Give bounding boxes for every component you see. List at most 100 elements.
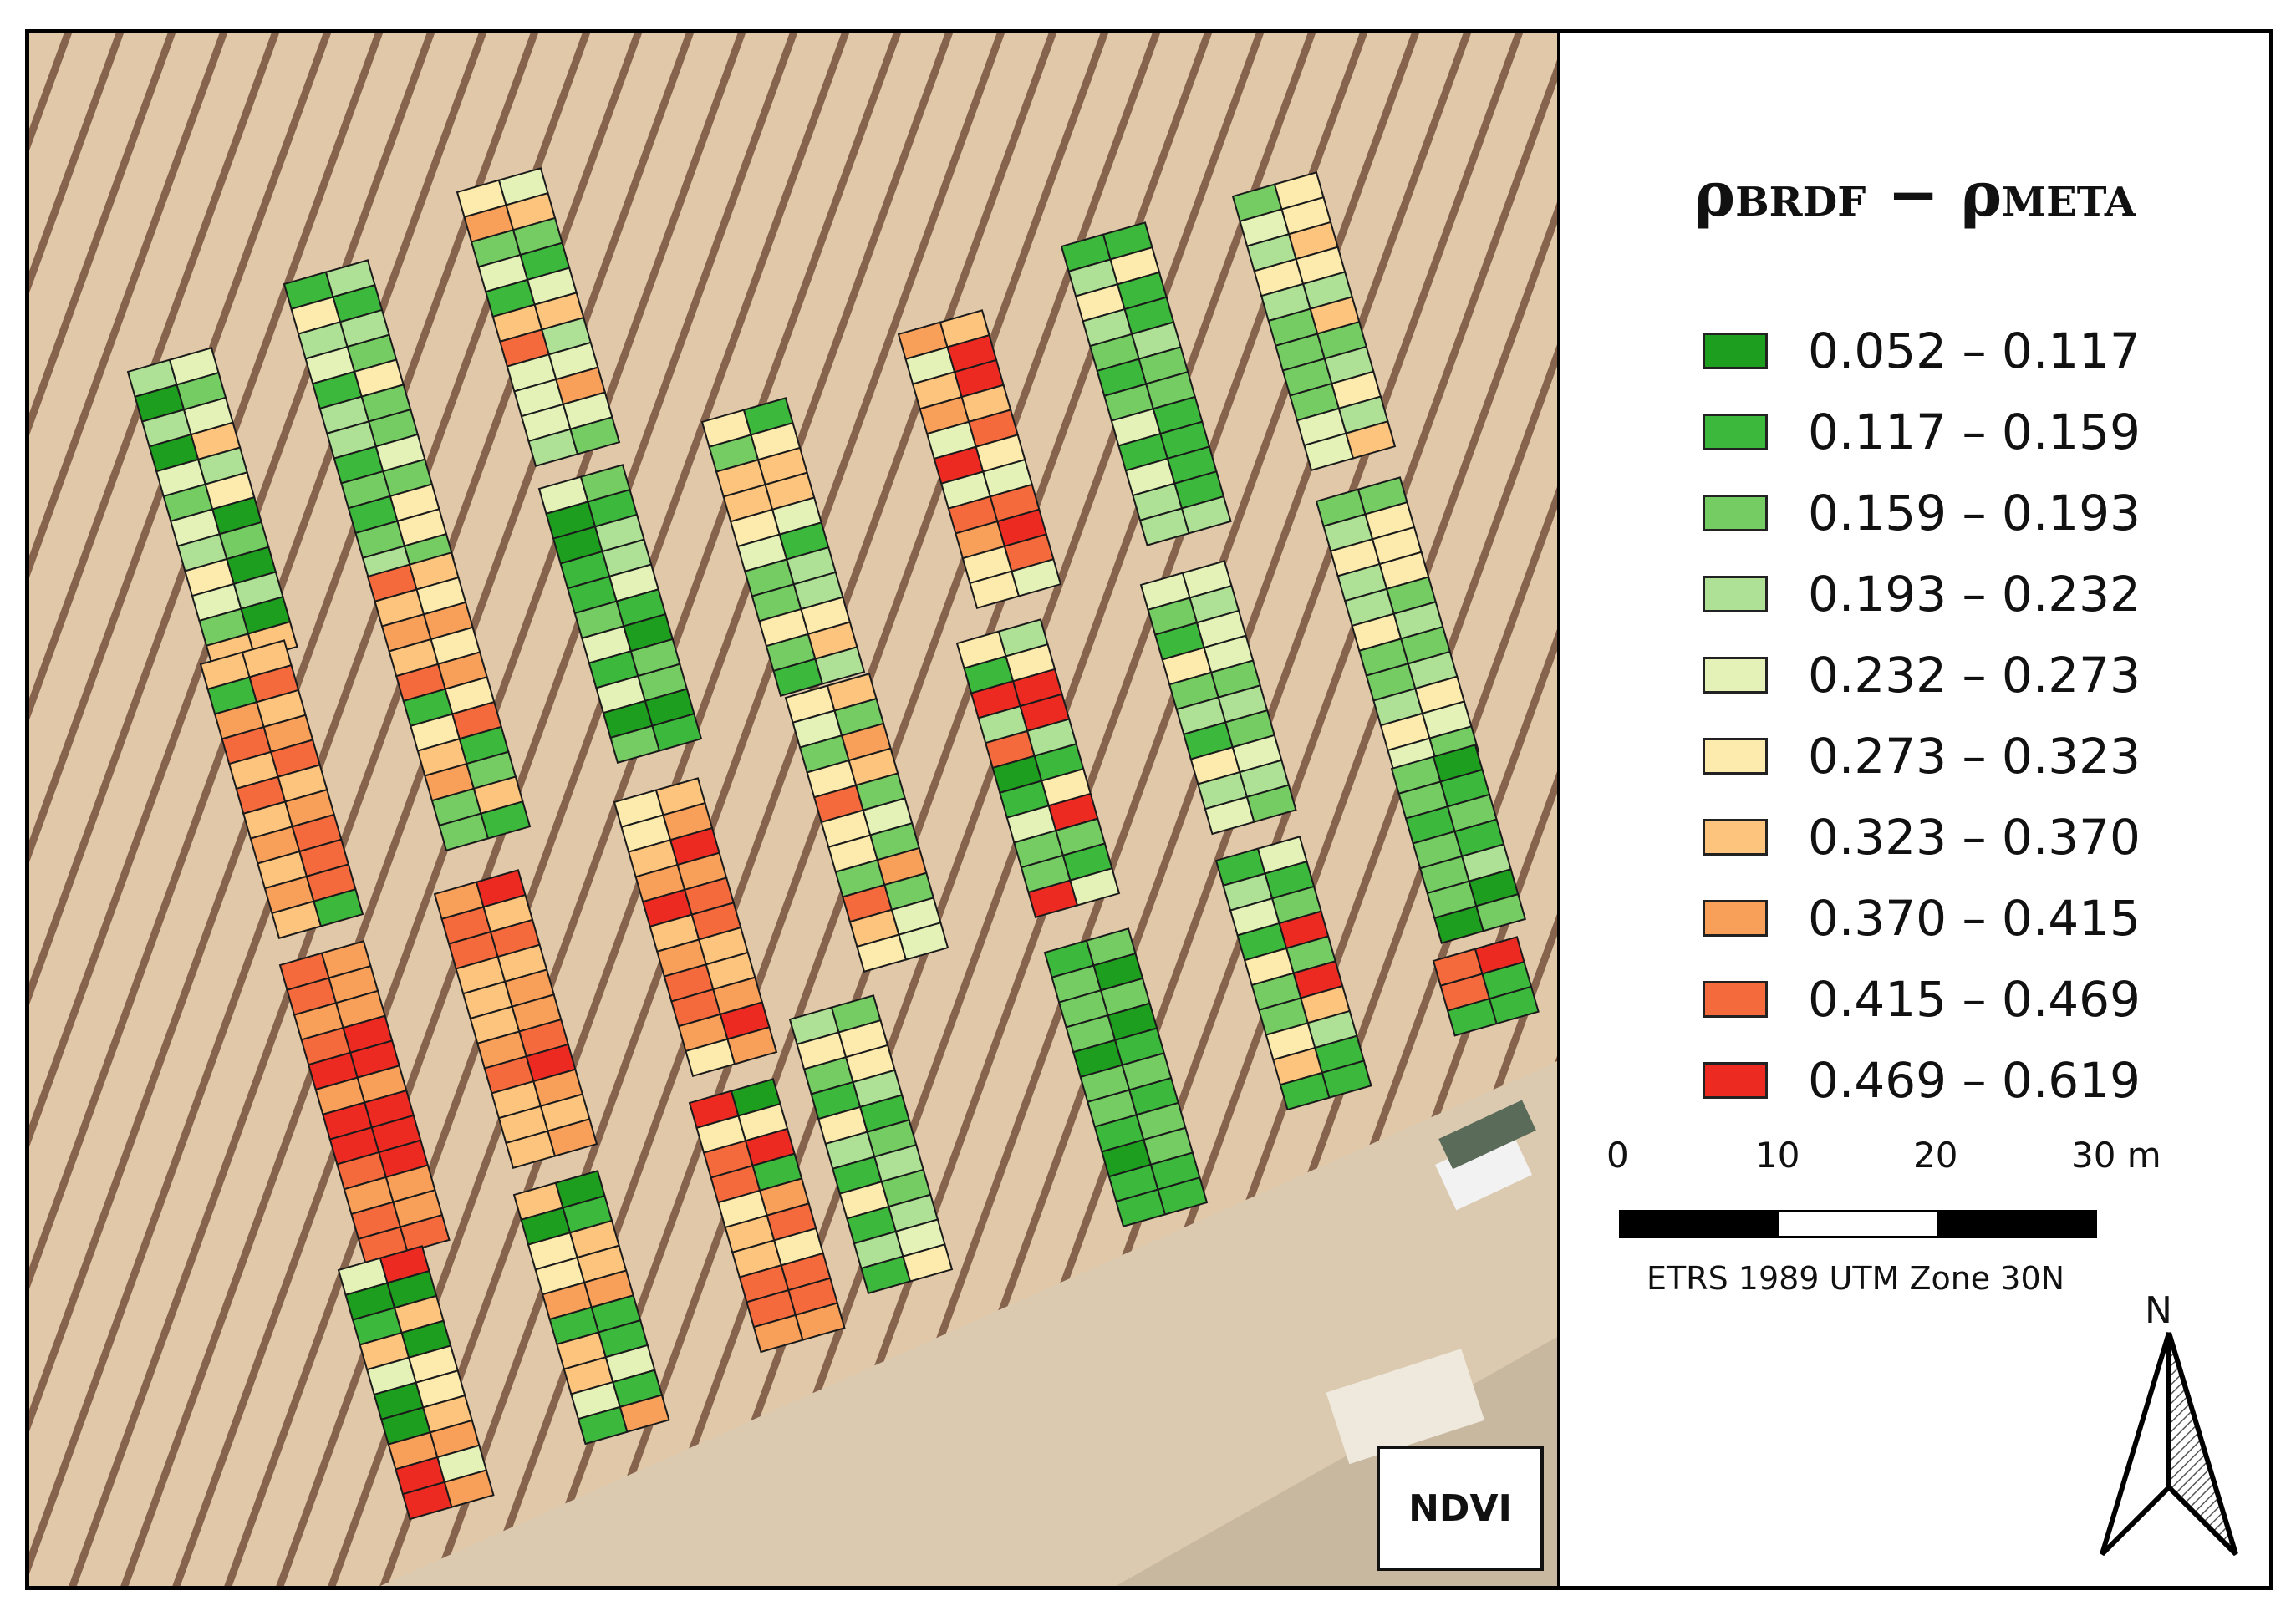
- scale-segment-1: [1621, 1212, 1779, 1236]
- plot-block: [1139, 560, 1297, 836]
- plot-block: [278, 940, 451, 1265]
- north-letter: N: [2145, 1289, 2172, 1332]
- plot-block: [1390, 744, 1527, 944]
- legend-label: 0.193 – 0.232: [1808, 566, 2141, 622]
- plot-grids: [126, 167, 1540, 1521]
- plot-block: [537, 464, 703, 765]
- plot-block: [1315, 476, 1480, 777]
- legend-panel: ρBRDF − ρMETA 0.052 – 0.117 0.117 – 0.159…: [1560, 33, 2269, 1586]
- building: [1326, 1349, 1485, 1465]
- plot-cell: [1011, 558, 1062, 597]
- legend-label: 0.159 – 0.193: [1808, 485, 2141, 541]
- legend-item: 0.159 – 0.193: [1703, 480, 2141, 546]
- plot-cell: [443, 1469, 495, 1508]
- plot-cell: [547, 1118, 598, 1157]
- legend-swatch: [1703, 576, 1768, 612]
- legend-item: 0.232 – 0.273: [1703, 642, 2141, 709]
- vehicle: [1435, 1129, 1532, 1211]
- legend-item: 0.323 – 0.370: [1703, 804, 2141, 871]
- scale-tick-0: 0: [1606, 1135, 1629, 1176]
- map-panel[interactable]: NDVI: [29, 33, 1560, 1586]
- plot-cell: [1180, 495, 1232, 535]
- plot-block: [700, 397, 866, 698]
- map-frame: NDVI ρBRDF − ρMETA 0.052 – 0.117 0.117 – …: [25, 29, 2273, 1590]
- legend-title-brdf: BRDF: [1735, 179, 1866, 226]
- plot-cell: [569, 416, 621, 455]
- legend-title-minus: −: [1866, 159, 1961, 231]
- legend-label: 0.469 – 0.619: [1808, 1052, 2141, 1109]
- legend-swatch: [1703, 333, 1768, 369]
- vine-row: [29, 33, 280, 720]
- legend-label: 0.415 – 0.469: [1808, 971, 2141, 1028]
- plot-block: [897, 309, 1062, 610]
- plot-block: [199, 639, 364, 940]
- vine-row: [120, 33, 695, 1586]
- plot-cell: [651, 713, 703, 752]
- legend-swatch: [1703, 657, 1768, 694]
- plot-block: [1432, 936, 1540, 1037]
- plot-cell: [1245, 784, 1297, 823]
- plot-cell: [1157, 1176, 1209, 1216]
- plot-cell: [1069, 867, 1121, 907]
- legend-label: 0.117 – 0.159: [1808, 404, 2141, 460]
- legend-item: 0.370 – 0.415: [1703, 885, 2141, 952]
- plot-block: [1231, 171, 1397, 472]
- legend-item: 0.469 – 0.619: [1703, 1047, 2141, 1114]
- plot-block: [337, 1245, 495, 1521]
- legend-item: 0.117 – 0.159: [1703, 399, 2141, 465]
- plot-cell: [1475, 892, 1527, 932]
- plot-cell: [1345, 420, 1397, 460]
- plot-block: [1043, 927, 1209, 1228]
- plot-cell: [726, 1026, 778, 1065]
- vine-row: [29, 33, 125, 293]
- scale-tick-10: 10: [1755, 1135, 1800, 1176]
- plot-block: [512, 1170, 670, 1446]
- legend-label: 0.273 – 0.323: [1808, 728, 2141, 785]
- panel-label-ndvi: NDVI: [1377, 1446, 1544, 1571]
- legend-title-meta: META: [2002, 179, 2136, 226]
- plot-block: [1214, 836, 1372, 1111]
- legend-swatch: [1703, 819, 1768, 856]
- plot-cell: [1488, 985, 1540, 1025]
- legend-swatch: [1703, 1062, 1768, 1099]
- plot-cell: [619, 1394, 670, 1433]
- plot-block: [688, 1078, 846, 1354]
- plot-cell: [898, 922, 949, 961]
- plot-cell: [814, 646, 866, 685]
- vine-row: [29, 33, 332, 862]
- plot-cell: [313, 888, 364, 927]
- legend-swatch: [1703, 981, 1768, 1018]
- legend-item: 0.052 – 0.117: [1703, 318, 2141, 384]
- legend-label: 0.323 – 0.370: [1808, 809, 2141, 866]
- plot-block: [613, 777, 778, 1078]
- north-arrow-icon: [2100, 1332, 2238, 1557]
- vine-row: [29, 33, 176, 435]
- legend-title: ρBRDF − ρMETA: [1560, 159, 2269, 231]
- scale-tick-30: 30 m: [2071, 1135, 2161, 1176]
- plot-cell: [1321, 1059, 1372, 1099]
- plot-block: [433, 869, 598, 1170]
- legend-item: 0.193 – 0.232: [1703, 561, 2141, 628]
- vine-row: [29, 33, 384, 1005]
- legend-swatch: [1703, 738, 1768, 775]
- plot-block: [788, 994, 954, 1295]
- plot-block: [126, 347, 298, 672]
- vineyard-aerial-map: [29, 33, 1557, 1586]
- legend-label: 0.370 – 0.415: [1808, 890, 2141, 947]
- vine-row: [431, 33, 1005, 1586]
- plot-block: [1060, 221, 1232, 546]
- vine-row: [29, 33, 487, 1290]
- plot-cell: [399, 1213, 451, 1253]
- plot-block: [283, 259, 455, 584]
- legend-label: 0.052 – 0.117: [1808, 323, 2141, 379]
- legend-title-rho2: ρ: [1960, 159, 2003, 231]
- plot-cell: [902, 1243, 954, 1283]
- plot-block: [366, 551, 532, 852]
- legend-item: 0.415 – 0.469: [1703, 966, 2141, 1033]
- legend-swatch: [1703, 900, 1768, 937]
- plot-block: [784, 673, 949, 973]
- scale-tick-20: 20: [1913, 1135, 1958, 1176]
- legend-label: 0.232 – 0.273: [1808, 647, 2141, 704]
- legend-item: 0.273 – 0.323: [1703, 723, 2141, 790]
- plot-block: [456, 167, 621, 468]
